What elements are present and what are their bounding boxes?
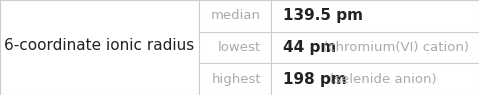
Text: highest: highest [211,73,261,86]
Text: 6-coordinate ionic radius: 6-coordinate ionic radius [4,38,194,53]
Text: 44 pm: 44 pm [283,40,336,55]
Text: 198 pm: 198 pm [283,72,346,87]
Text: (selenide anion): (selenide anion) [330,73,437,86]
Text: (chromium(VI) cation): (chromium(VI) cation) [323,41,469,54]
Text: lowest: lowest [218,41,261,54]
Text: 139.5 pm: 139.5 pm [283,8,363,23]
Text: median: median [211,9,261,22]
